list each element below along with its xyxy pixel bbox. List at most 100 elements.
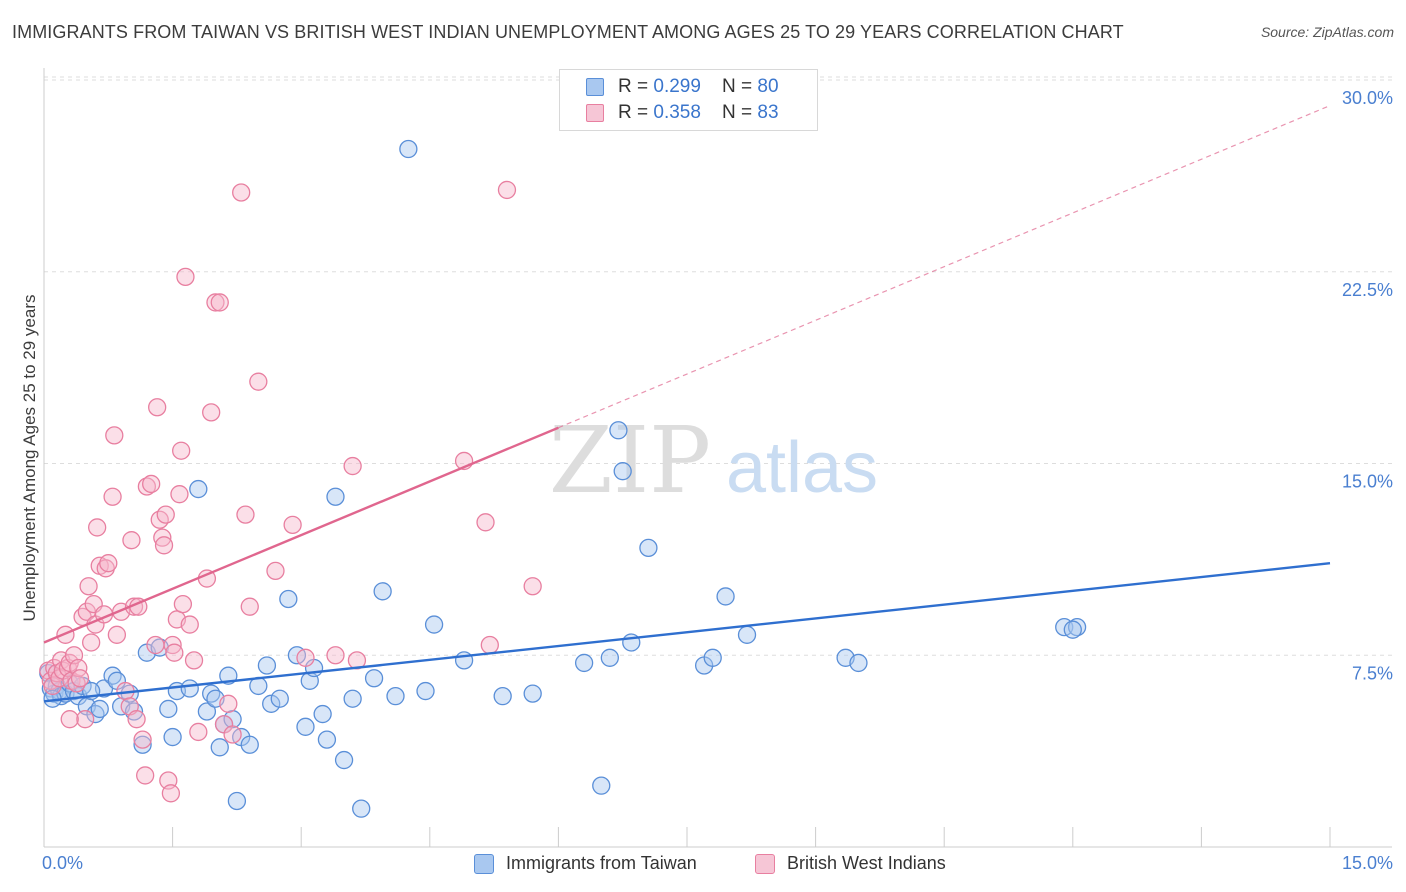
taiwan-point [609, 421, 628, 440]
taiwan-point [262, 694, 281, 713]
taiwan-point [317, 730, 337, 749]
bwi-point [122, 531, 141, 550]
taiwan-point [639, 538, 658, 558]
bwi-legend-label: British West Indians [787, 853, 946, 873]
bwi-point [296, 648, 315, 667]
taiwan-point [737, 625, 757, 644]
bwi-point [161, 784, 181, 803]
bwi-point [107, 625, 127, 644]
chart-title: IMMIGRANTS FROM TAIWAN VS BRITISH WEST I… [12, 22, 1124, 42]
taiwan-point [189, 479, 208, 499]
bwi-point [206, 293, 225, 312]
taiwan-point [493, 687, 512, 706]
taiwan-point [334, 750, 354, 770]
taiwan-point [352, 799, 371, 818]
bwi-point [266, 561, 285, 581]
x-tick-label-max: 15.0% [1342, 853, 1393, 873]
bwi-point [202, 403, 221, 422]
bwi-point [146, 635, 165, 655]
y-tick-label: 7.5% [1352, 663, 1393, 683]
taiwan-point [159, 699, 178, 719]
bwi-point [163, 635, 182, 655]
y-tick-label: 30.0% [1342, 88, 1393, 108]
taiwan-point [210, 738, 229, 757]
bwi-point [480, 635, 499, 655]
taiwan-point [90, 699, 109, 719]
taiwan-point [416, 681, 435, 701]
bwi-point [476, 513, 495, 532]
bwi-legend-swatch [755, 854, 775, 874]
source-credit: Source: ZipAtlas.com [1260, 24, 1394, 40]
taiwan-point [574, 653, 594, 673]
taiwan-point [1063, 620, 1082, 639]
taiwan-point [364, 669, 384, 688]
bwi-swatch [586, 104, 604, 122]
n-value-taiwan: 80 [757, 76, 779, 97]
bwi-point [79, 577, 98, 596]
taiwan-trend-line [43, 562, 1331, 703]
taiwan-point [523, 684, 542, 703]
bwi-point [70, 669, 90, 688]
bwi-point [105, 426, 124, 445]
bwi-point [127, 710, 146, 729]
taiwan-point [373, 582, 392, 601]
bwi-point [232, 183, 251, 202]
taiwan-point [279, 589, 298, 609]
n-label: N = [722, 102, 758, 123]
taiwan-point [133, 735, 152, 754]
taiwan-legend-label: Immigrants from Taiwan [506, 853, 697, 873]
bwi-point [173, 594, 193, 614]
y-tick-label: 22.5% [1342, 280, 1393, 300]
bwi-point [170, 485, 189, 504]
bwi-trend-extension [558, 105, 1331, 429]
taiwan-point [399, 139, 418, 159]
bwi-point [523, 577, 542, 596]
r-value-taiwan: 0.299 [653, 76, 701, 97]
taiwan-point [424, 615, 444, 634]
bwi-point [240, 597, 259, 616]
taiwan-point [600, 648, 619, 667]
bwi-point [180, 615, 199, 634]
bwi-point [210, 293, 229, 312]
taiwan-legend-swatch [474, 854, 494, 874]
taiwan-point [326, 487, 345, 506]
r-label: R = [618, 102, 654, 123]
bwi-point [99, 554, 118, 573]
taiwan-point [240, 735, 259, 754]
bwi-point [184, 651, 204, 670]
bwi-point [154, 536, 174, 555]
taiwan-point [849, 653, 868, 673]
bwi-point [165, 643, 184, 662]
taiwan-point [227, 791, 247, 811]
r-value-bwi: 0.358 [653, 102, 701, 123]
bwi-point [76, 710, 95, 729]
bwi-point [88, 518, 107, 537]
taiwan-point [343, 689, 362, 708]
taiwan-swatch [586, 78, 604, 96]
bwi-point [148, 398, 167, 417]
y-tick-label: 15.0% [1342, 472, 1393, 492]
taiwan-point [296, 717, 315, 736]
trend-lines [43, 105, 1331, 703]
bwi-point [96, 559, 115, 578]
n-label: N = [722, 76, 758, 97]
taiwan-point [180, 679, 199, 698]
bwi-point [60, 710, 79, 729]
bwi-point [156, 505, 175, 524]
bwi-point [236, 505, 255, 524]
y-axis-label: Unemployment Among Ages 25 to 29 years [20, 295, 39, 622]
watermark-zip: ZIP [549, 407, 711, 514]
bwi-point [219, 694, 238, 713]
bwi-point [142, 474, 161, 494]
bwi-point [343, 456, 362, 476]
taiwan-point [313, 704, 332, 724]
bwi-point [283, 515, 302, 535]
bwi-point [172, 441, 191, 460]
bwi-point [223, 725, 242, 744]
bwi-point [67, 674, 86, 693]
taiwan-point [163, 727, 182, 747]
axes [43, 68, 1392, 848]
tick-labels: 7.5% 15.0% 22.5% 30.0% 0.0% 15.0% [42, 88, 1393, 873]
bwi-point [133, 730, 152, 749]
